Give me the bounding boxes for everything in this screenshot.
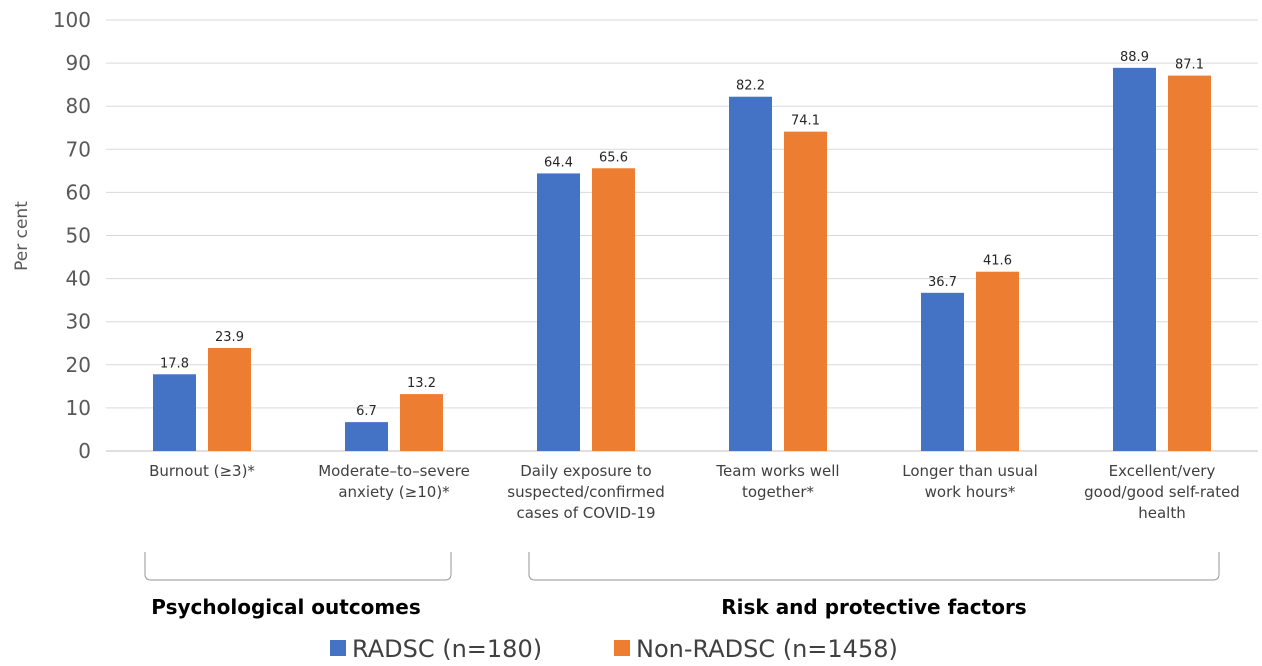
bar <box>921 292 964 451</box>
data-label: 17.8 <box>160 356 189 371</box>
data-label: 41.6 <box>983 254 1012 269</box>
legend: RADSC (n=180) Non-RADSC (n=1458) <box>330 635 898 663</box>
bar <box>976 271 1019 451</box>
y-tick-label: 30 <box>66 310 91 334</box>
data-label: 23.9 <box>215 330 244 345</box>
group-bracket <box>144 552 452 581</box>
y-tick-label: 90 <box>66 51 91 75</box>
bar <box>400 394 443 451</box>
group-label: Psychological outcomes <box>151 595 420 619</box>
data-label-layer: 17.8 23.9 6.7 13.2 64.4 65.6 82.2 74.1 36.7 41.6 8… <box>160 50 1204 419</box>
data-label: 65.6 <box>599 150 628 165</box>
bar <box>784 131 827 451</box>
category-label: Daily exposure to suspected/confirmed case… <box>507 462 664 522</box>
category-label: Longer than usual work hours* <box>902 462 1038 501</box>
legend-label: Non-RADSC (n=1458) <box>636 635 898 663</box>
y-tick-label: 70 <box>66 137 91 161</box>
data-label: 88.9 <box>1120 50 1149 65</box>
data-label: 87.1 <box>1175 58 1204 73</box>
bar <box>1168 75 1211 451</box>
bar <box>208 347 251 451</box>
category-label: Burnout (≥3)* <box>149 462 255 480</box>
bar <box>592 168 635 451</box>
category-label: Excellent/very good/good self-rated health <box>1084 462 1240 522</box>
grid-layer <box>106 19 1258 452</box>
data-label: 82.2 <box>736 79 765 94</box>
y-axis-title: Per cent <box>12 201 32 271</box>
bar-layer <box>153 67 1211 451</box>
group-bracket-layer: Psychological outcomes Risk and protectiv… <box>144 552 1220 619</box>
y-tick-labels: 0 10 20 30 40 50 60 70 80 90 100 <box>53 8 91 463</box>
category-label: Team works well together* <box>715 462 839 501</box>
legend-swatch <box>330 640 346 656</box>
category-label-layer: Burnout (≥3)* Moderate–to–severe anxiety (… <box>149 462 1240 522</box>
legend-swatch <box>614 640 630 656</box>
group-label: Risk and protective factors <box>721 595 1026 619</box>
bar <box>153 374 196 451</box>
data-label: 13.2 <box>407 376 436 391</box>
data-label: 64.4 <box>544 155 573 170</box>
data-label: 74.1 <box>791 114 820 129</box>
y-tick-label: 50 <box>66 224 91 248</box>
data-label: 36.7 <box>928 275 957 290</box>
bar <box>345 422 388 451</box>
legend-label: RADSC (n=180) <box>352 635 542 663</box>
y-tick-label: 40 <box>66 267 91 291</box>
category-label: Moderate–to–severe anxiety (≥10)* <box>318 462 470 501</box>
y-tick-label: 100 <box>53 8 91 32</box>
y-tick-label: 80 <box>66 94 91 118</box>
y-tick-label: 20 <box>66 353 91 377</box>
y-tick-label: 60 <box>66 180 91 204</box>
bar <box>537 173 580 451</box>
data-label: 6.7 <box>356 404 377 419</box>
bar <box>729 96 772 451</box>
group-bracket <box>528 552 1220 581</box>
bar <box>1113 67 1156 451</box>
y-tick-label: 0 <box>78 439 91 463</box>
y-tick-label: 10 <box>66 396 91 420</box>
